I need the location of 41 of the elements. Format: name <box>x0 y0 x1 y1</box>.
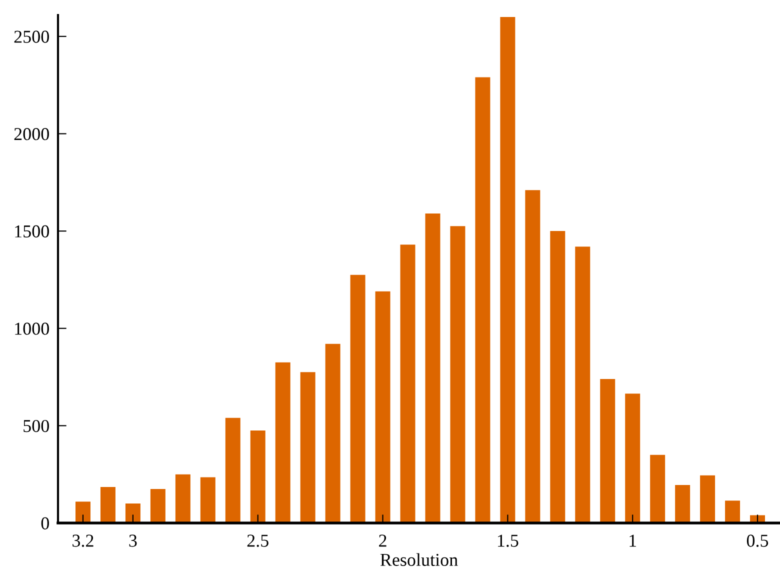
bar <box>350 274 366 523</box>
bar <box>700 475 716 523</box>
y-tick-label: 1000 <box>15 322 49 335</box>
bar <box>675 485 690 523</box>
bar <box>425 214 440 523</box>
bar <box>500 16 516 523</box>
bar <box>575 246 590 523</box>
bar <box>450 226 466 523</box>
bar <box>150 488 166 523</box>
y-tick-label: 500 <box>24 420 49 432</box>
bar <box>75 502 90 523</box>
x-tick-label: 1 <box>630 534 636 547</box>
x-tick-label: 1.5 <box>498 534 518 547</box>
x-tick-label: 2.5 <box>247 534 268 547</box>
x-axis-title: Resolution <box>380 553 458 566</box>
x-tick-label: 2 <box>379 534 386 547</box>
y-tick-label: 1500 <box>15 225 49 238</box>
bar <box>625 394 640 523</box>
bar <box>200 477 216 523</box>
bar <box>725 500 740 523</box>
bar <box>125 504 140 523</box>
bar <box>475 77 490 523</box>
bar <box>525 190 540 523</box>
x-tick-label: 3.2 <box>72 534 94 547</box>
y-tick-label: 2500 <box>14 30 49 43</box>
bar <box>550 231 566 523</box>
bar <box>325 344 340 523</box>
bar <box>250 430 266 523</box>
bar <box>275 362 290 523</box>
bar <box>375 291 390 523</box>
y-tick-label: 2000 <box>14 128 49 140</box>
bar <box>300 372 316 523</box>
x-tick-label: 0.5 <box>746 534 768 547</box>
bar <box>225 418 240 523</box>
bar <box>600 378 616 523</box>
y-tick-label: 0 <box>41 517 49 530</box>
x-tick-label: 3 <box>129 534 137 547</box>
bar <box>400 244 416 523</box>
bar <box>650 454 666 523</box>
bar <box>100 486 116 523</box>
bar <box>175 474 190 523</box>
